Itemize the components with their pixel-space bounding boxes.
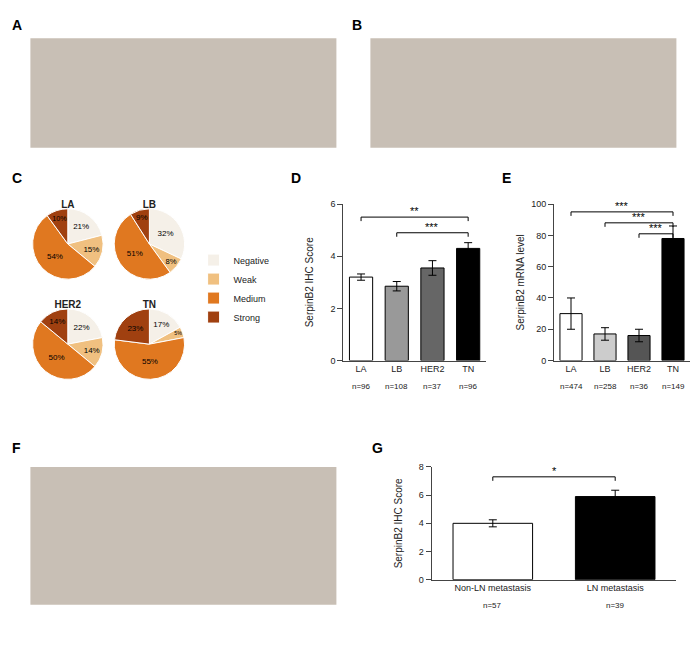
svg-text:32%: 32% bbox=[158, 229, 174, 238]
svg-text:Medium: Medium bbox=[234, 294, 266, 304]
svg-text:n=37: n=37 bbox=[423, 382, 442, 391]
svg-text:C: C bbox=[12, 170, 22, 186]
svg-text:Non-LN metastasis: Non-LN metastasis bbox=[455, 583, 532, 593]
svg-text:54%: 54% bbox=[47, 252, 63, 261]
svg-text:D: D bbox=[291, 170, 301, 186]
svg-text:B: B bbox=[352, 17, 362, 33]
svg-text:50%: 50% bbox=[49, 353, 65, 362]
svg-text:HER2: HER2 bbox=[420, 364, 444, 374]
svg-text:SerpinB2 mRNA level: SerpinB2 mRNA level bbox=[515, 234, 526, 330]
svg-text:14%: 14% bbox=[49, 317, 65, 326]
svg-text:5%: 5% bbox=[174, 330, 182, 336]
svg-text:LA: LA bbox=[61, 199, 74, 210]
svg-text:Negative: Negative bbox=[234, 256, 270, 266]
svg-text:F: F bbox=[12, 440, 21, 456]
svg-text:***: *** bbox=[632, 211, 646, 223]
svg-text:n=96: n=96 bbox=[459, 382, 478, 391]
svg-text:TN: TN bbox=[667, 364, 679, 374]
svg-text:6: 6 bbox=[330, 199, 335, 209]
svg-text:n=57: n=57 bbox=[483, 601, 502, 610]
svg-text:8%: 8% bbox=[166, 257, 177, 266]
svg-text:2: 2 bbox=[330, 304, 335, 314]
svg-text:9%: 9% bbox=[136, 213, 148, 222]
svg-text:**: ** bbox=[410, 205, 419, 217]
svg-text:LN metastasis: LN metastasis bbox=[587, 583, 645, 593]
svg-text:60: 60 bbox=[536, 262, 546, 272]
svg-text:55%: 55% bbox=[142, 357, 158, 366]
svg-text:n=258: n=258 bbox=[594, 382, 617, 391]
svg-text:G: G bbox=[372, 440, 383, 456]
svg-text:SerpinB2 IHC Score: SerpinB2 IHC Score bbox=[393, 478, 404, 568]
svg-text:TN: TN bbox=[462, 364, 474, 374]
svg-text:n=39: n=39 bbox=[606, 601, 625, 610]
svg-text:n=149: n=149 bbox=[662, 382, 685, 391]
svg-text:0: 0 bbox=[330, 356, 335, 366]
svg-text:Strong: Strong bbox=[234, 313, 261, 323]
svg-text:***: *** bbox=[615, 200, 629, 212]
svg-text:51%: 51% bbox=[127, 249, 143, 258]
svg-text:80: 80 bbox=[536, 231, 546, 241]
svg-text:*: * bbox=[552, 465, 557, 477]
svg-text:6: 6 bbox=[419, 490, 424, 500]
svg-text:40: 40 bbox=[536, 293, 546, 303]
svg-text:20: 20 bbox=[536, 324, 546, 334]
svg-text:100: 100 bbox=[531, 199, 546, 209]
svg-text:LA: LA bbox=[356, 364, 367, 374]
svg-text:22%: 22% bbox=[73, 323, 89, 332]
svg-text:23%: 23% bbox=[127, 324, 143, 333]
svg-text:17%: 17% bbox=[153, 320, 169, 329]
svg-text:LB: LB bbox=[391, 364, 402, 374]
svg-text:LA: LA bbox=[565, 364, 576, 374]
svg-text:0: 0 bbox=[541, 356, 546, 366]
svg-text:10%: 10% bbox=[52, 214, 67, 223]
svg-text:n=96: n=96 bbox=[352, 382, 371, 391]
svg-text:SerpinB2 IHC Score: SerpinB2 IHC Score bbox=[304, 237, 315, 327]
svg-text:LB: LB bbox=[599, 364, 610, 374]
svg-text:4: 4 bbox=[419, 518, 424, 528]
svg-text:***: *** bbox=[425, 221, 439, 233]
svg-text:2: 2 bbox=[419, 547, 424, 557]
svg-text:HER2: HER2 bbox=[627, 364, 651, 374]
svg-text:n=36: n=36 bbox=[630, 382, 649, 391]
svg-text:TN: TN bbox=[143, 299, 156, 310]
svg-text:HER2: HER2 bbox=[54, 299, 81, 310]
svg-text:A: A bbox=[12, 17, 22, 33]
svg-text:LB: LB bbox=[143, 199, 156, 210]
svg-text:0: 0 bbox=[419, 575, 424, 585]
svg-text:14%: 14% bbox=[84, 346, 100, 355]
svg-text:15%: 15% bbox=[83, 245, 99, 254]
svg-text:n=474: n=474 bbox=[560, 382, 583, 391]
svg-text:Weak: Weak bbox=[234, 275, 257, 285]
svg-text:21%: 21% bbox=[73, 222, 89, 231]
svg-text:n=108: n=108 bbox=[385, 382, 408, 391]
svg-text:8: 8 bbox=[419, 462, 424, 472]
svg-text:***: *** bbox=[649, 222, 663, 234]
svg-text:E: E bbox=[502, 170, 511, 186]
svg-text:4: 4 bbox=[330, 251, 335, 261]
